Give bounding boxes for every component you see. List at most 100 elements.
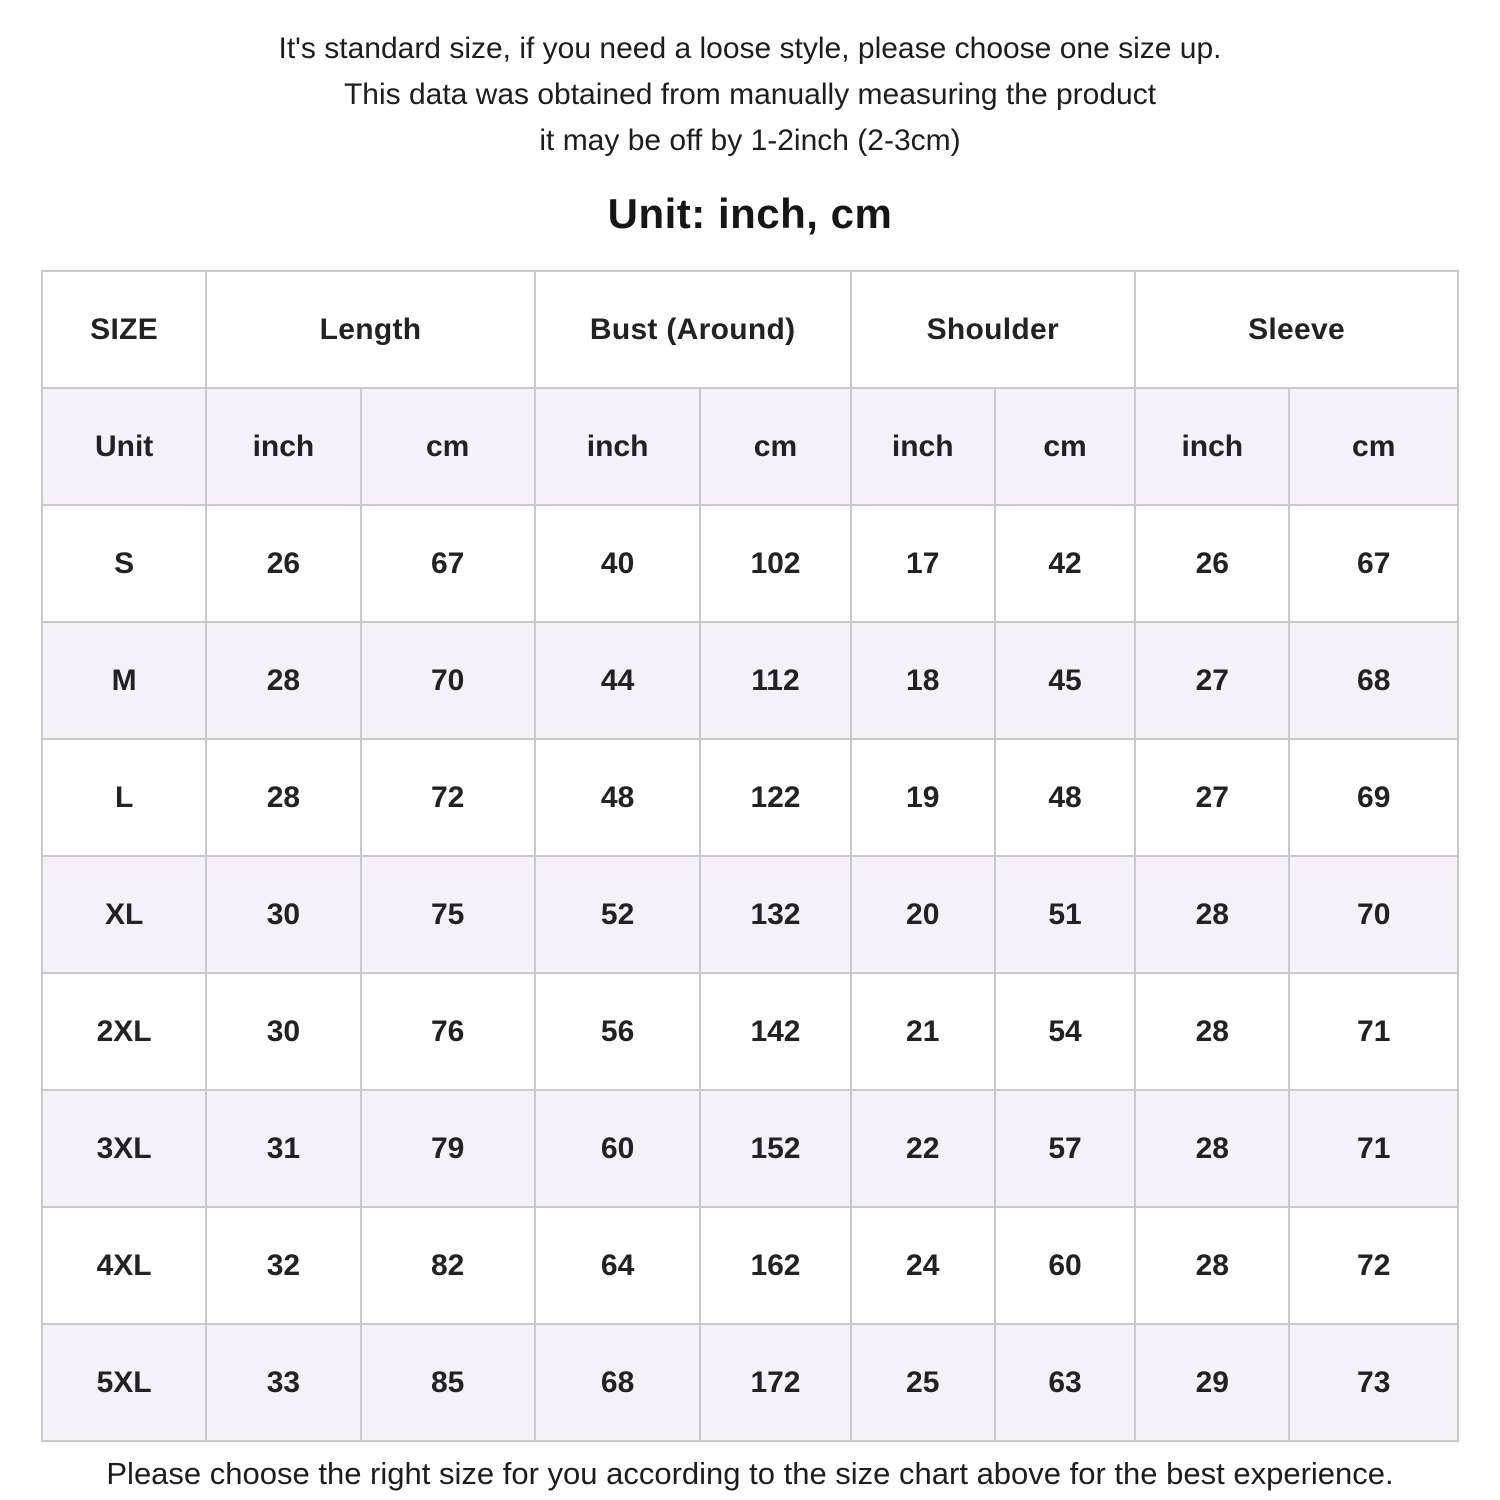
table-row-5xl: 5XL 33 85 68 172 25 63 29 73 (40, 1323, 1459, 1442)
size-label: 3XL (40, 1089, 208, 1208)
unit-cell: cm (993, 387, 1137, 506)
measure-cell: 52 (533, 855, 702, 974)
measure-cell: 75 (359, 855, 536, 974)
measure-cell: 68 (1288, 621, 1459, 740)
measure-cell: 27 (1134, 738, 1291, 857)
table-row-m: M 28 70 44 112 18 45 27 68 (40, 621, 1459, 740)
measure-cell: 67 (359, 504, 536, 623)
measure-cell: 70 (1288, 855, 1459, 974)
measure-cell: 30 (205, 972, 362, 1091)
unit-cell: inch (533, 387, 702, 506)
measure-cell: 60 (533, 1089, 702, 1208)
measure-cell: 102 (699, 504, 852, 623)
measure-cell: 63 (993, 1323, 1137, 1442)
table-row-s: S 26 67 40 102 17 42 26 67 (40, 504, 1459, 623)
size-label: 2XL (40, 972, 208, 1091)
header-size: SIZE (40, 270, 208, 389)
measure-cell: 44 (533, 621, 702, 740)
measure-cell: 64 (533, 1206, 702, 1325)
measure-cell: 73 (1288, 1323, 1459, 1442)
measure-cell: 42 (993, 504, 1137, 623)
footer-note: Please choose the right size for you acc… (106, 1456, 1394, 1491)
measure-cell: 28 (1134, 1089, 1291, 1208)
table-row-3xl: 3XL 31 79 60 152 22 57 28 71 (40, 1089, 1459, 1208)
measure-cell: 172 (699, 1323, 852, 1442)
measure-cell: 82 (359, 1206, 536, 1325)
measure-cell: 21 (849, 972, 996, 1091)
unit-cell: cm (1288, 387, 1459, 506)
table-row-4xl: 4XL 32 82 64 162 24 60 28 72 (40, 1206, 1459, 1325)
measure-cell: 28 (1134, 972, 1291, 1091)
header-shoulder: Shoulder (849, 270, 1137, 389)
unit-cell: inch (1134, 387, 1291, 506)
measure-cell: 54 (993, 972, 1137, 1091)
measure-cell: 17 (849, 504, 996, 623)
measure-cell: 56 (533, 972, 702, 1091)
measure-cell: 57 (993, 1089, 1137, 1208)
measure-cell: 132 (699, 855, 852, 974)
measure-cell: 152 (699, 1089, 852, 1208)
size-label: S (40, 504, 208, 623)
measure-cell: 162 (699, 1206, 852, 1325)
unit-cell: cm (699, 387, 852, 506)
measure-cell: 67 (1288, 504, 1459, 623)
measure-cell: 31 (205, 1089, 362, 1208)
measure-cell: 20 (849, 855, 996, 974)
measure-cell: 60 (993, 1206, 1137, 1325)
measure-cell: 19 (849, 738, 996, 857)
size-label: M (40, 621, 208, 740)
size-label: XL (40, 855, 208, 974)
measure-cell: 26 (205, 504, 362, 623)
measure-cell: 76 (359, 972, 536, 1091)
measure-cell: 30 (205, 855, 362, 974)
measure-cell: 27 (1134, 621, 1291, 740)
table-row-xl: XL 30 75 52 132 20 51 28 70 (40, 855, 1459, 974)
measure-cell: 28 (1134, 1206, 1291, 1325)
size-note: It's standard size, if you need a loose … (0, 26, 1500, 164)
measure-cell: 71 (1288, 1089, 1459, 1208)
measure-cell: 40 (533, 504, 702, 623)
measure-cell: 112 (699, 621, 852, 740)
measure-cell: 18 (849, 621, 996, 740)
measure-cell: 28 (1134, 855, 1291, 974)
measure-cell: 72 (1288, 1206, 1459, 1325)
unit-row: Unit inch cm inch cm inch cm inch cm (40, 387, 1459, 506)
measure-cell: 51 (993, 855, 1137, 974)
measure-cell: 22 (849, 1089, 996, 1208)
measure-cell: 45 (993, 621, 1137, 740)
measure-cell: 71 (1288, 972, 1459, 1091)
table-row-l: L 28 72 48 122 19 48 27 69 (40, 738, 1459, 857)
measure-cell: 28 (205, 738, 362, 857)
measure-cell: 122 (699, 738, 852, 857)
unit-cell: inch (849, 387, 996, 506)
measure-cell: 85 (359, 1323, 536, 1442)
note-line-2: This data was obtained from manually mea… (343, 78, 1157, 111)
unit-cell: cm (359, 387, 536, 506)
measure-cell: 28 (205, 621, 362, 740)
measure-cell: 29 (1134, 1323, 1291, 1442)
measure-cell: 142 (699, 972, 852, 1091)
note-line-1: It's standard size, if you need a loose … (278, 32, 1222, 65)
header-length: Length (205, 270, 536, 389)
measure-cell: 69 (1288, 738, 1459, 857)
measure-cell: 70 (359, 621, 536, 740)
header-bust: Bust (Around) (533, 270, 852, 389)
size-label: 4XL (40, 1206, 208, 1325)
measure-cell: 68 (533, 1323, 702, 1442)
measure-cell: 24 (849, 1206, 996, 1325)
size-chart-table: SIZE Length Bust (Around) Shoulder Sleev… (40, 270, 1459, 1442)
table-row-2xl: 2XL 30 76 56 142 21 54 28 71 (40, 972, 1459, 1091)
measure-cell: 79 (359, 1089, 536, 1208)
size-label: 5XL (40, 1323, 208, 1442)
measure-cell: 48 (533, 738, 702, 857)
measure-cell: 33 (205, 1323, 362, 1442)
measure-cell: 25 (849, 1323, 996, 1442)
measure-cell: 72 (359, 738, 536, 857)
table-header-row: SIZE Length Bust (Around) Shoulder Sleev… (40, 270, 1459, 389)
measure-cell: 26 (1134, 504, 1291, 623)
measure-cell: 48 (993, 738, 1137, 857)
size-label: L (40, 738, 208, 857)
unit-row-label: Unit (40, 387, 208, 506)
note-line-3: it may be off by 1-2inch (2-3cm) (539, 124, 961, 157)
